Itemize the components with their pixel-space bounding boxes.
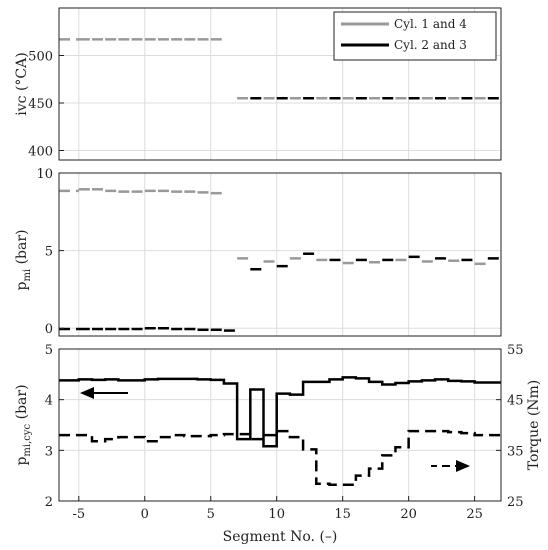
panel-top-frame <box>58 7 502 161</box>
ytick-label-right: 35 <box>507 444 524 459</box>
ytick-label-right: 55 <box>507 343 524 358</box>
panel-bottom-series <box>59 376 501 487</box>
right-arrow <box>431 460 470 472</box>
panel-bottom-ylabel-right: Torque (Nm) <box>526 380 542 471</box>
panel-top: 400 450 500 ivc (°CA) Cyl. 1 and 4 Cyl. 2 … <box>14 7 502 161</box>
panel-bottom-yticks-left: 2 3 4 5 <box>45 343 64 510</box>
ytick-label: 450 <box>28 97 53 112</box>
xtick-label: 15 <box>334 507 351 522</box>
ytick-label: 4 <box>45 394 53 409</box>
left-arrow <box>80 387 128 399</box>
panel-middle-frame <box>58 172 502 337</box>
pmi-cyc-line <box>59 376 501 448</box>
ytick-label: 400 <box>28 145 53 160</box>
ytick-label: 5 <box>45 245 53 260</box>
ytick-label: 5 <box>45 343 53 358</box>
xtick-label: 20 <box>400 507 417 522</box>
panel-bottom-yticks-right: 25 35 45 55 <box>496 343 524 510</box>
xtick-label: 25 <box>466 507 483 522</box>
legend-label-cyl23: Cyl. 2 and 3 <box>394 38 467 52</box>
xtick-label: -5 <box>72 507 85 522</box>
ytick-label: 500 <box>28 50 53 65</box>
legend-box <box>333 11 497 61</box>
torque-line <box>59 429 501 487</box>
left-arrow-head <box>80 387 94 399</box>
right-arrow-head <box>456 460 470 472</box>
panel-middle-yticks: 0 5 10 <box>36 167 64 337</box>
ytick-label: 2 <box>45 495 53 510</box>
panel-middle-series <box>59 188 501 332</box>
ytick-label-right: 45 <box>507 394 524 409</box>
ytick-label: 0 <box>45 322 53 337</box>
panel-top-yticks: 400 450 500 <box>28 50 64 160</box>
ytick-label: 10 <box>36 167 53 182</box>
x-axis-label: Segment No. (–) <box>223 529 338 545</box>
panel-bottom-frame <box>58 348 502 502</box>
xtick-label: 0 <box>141 507 149 522</box>
legend: Cyl. 1 and 4 Cyl. 2 and 3 <box>333 11 497 61</box>
xtick-label: 5 <box>207 507 215 522</box>
panel-top-series <box>59 38 501 100</box>
panel-bottom-xticks: -5 0 5 10 15 20 25 <box>72 496 483 522</box>
ytick-label: 3 <box>45 444 53 459</box>
panel-top-ylabel: ivc (°CA) <box>14 52 30 115</box>
legend-label-cyl14: Cyl. 1 and 4 <box>394 17 467 31</box>
ytick-label-right: 25 <box>507 495 524 510</box>
xtick-label: 10 <box>268 507 285 522</box>
